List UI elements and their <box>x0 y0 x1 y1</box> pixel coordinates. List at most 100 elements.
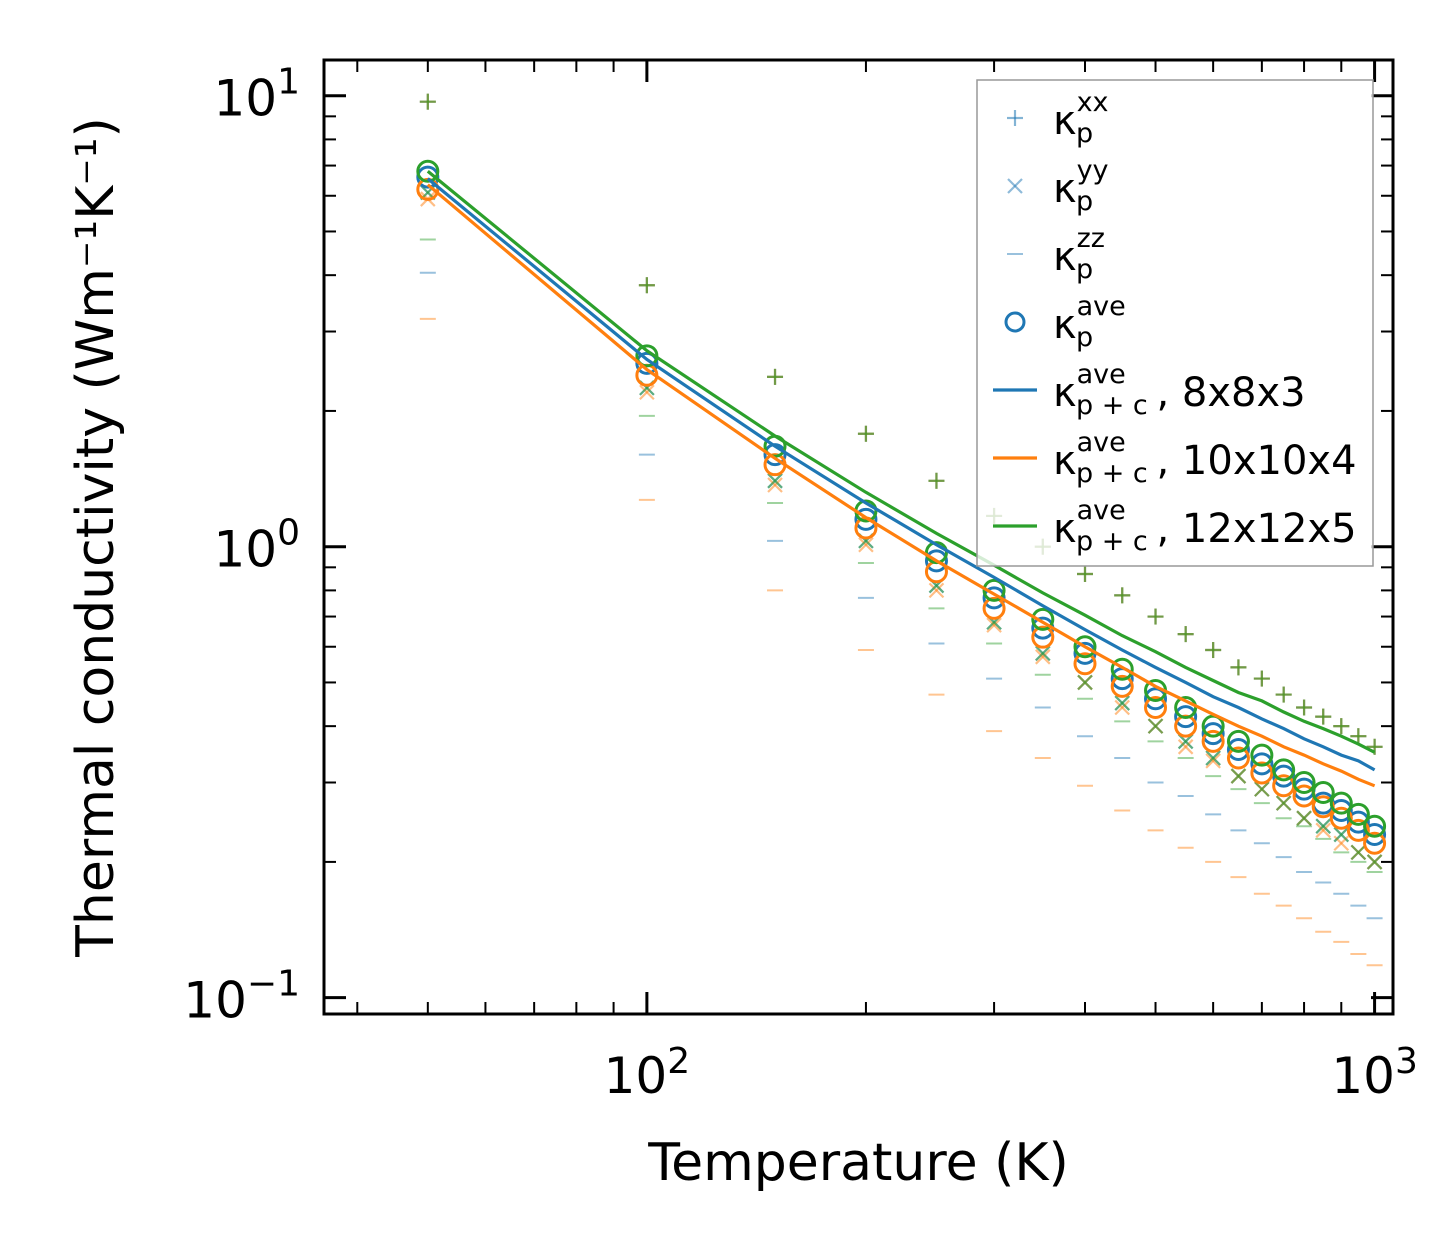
kave-point <box>1073 635 1097 659</box>
legend-circle-marker <box>1004 311 1026 333</box>
y-tick-label: 100 <box>213 513 300 579</box>
kave-point <box>1363 814 1387 838</box>
kpc-line-12x12x5 <box>426 169 1376 754</box>
kyy-point <box>1205 750 1221 766</box>
kave-point <box>1272 758 1296 782</box>
y-tick-label: 101 <box>213 62 300 128</box>
kave-point <box>1292 770 1316 794</box>
kave-point <box>635 351 659 375</box>
kpc-line-10x10x4 <box>426 183 1376 788</box>
x-axis-label: Temperature (K) <box>647 1133 1069 1193</box>
kave-point <box>1363 823 1387 847</box>
series-8x8x3-ave <box>416 165 1387 847</box>
kyy-point <box>858 536 874 553</box>
legend-label: κyy p <box>1053 155 1109 217</box>
kave-point <box>1346 802 1370 826</box>
kpc-line-8x8x3 <box>426 177 1376 772</box>
legend-label: κave p + c, 8x8x3 <box>1053 359 1306 421</box>
kave-point <box>1201 729 1225 753</box>
kave-point <box>1250 752 1274 776</box>
kyy-point <box>1205 753 1221 769</box>
kyy-point <box>1114 695 1131 711</box>
kave-point <box>1110 657 1134 681</box>
kyy-point <box>1035 649 1051 665</box>
kave-point <box>1201 722 1225 746</box>
legend-entry: κxx p <box>1007 87 1109 149</box>
kyy-point <box>1177 733 1194 750</box>
kave-point <box>1346 810 1370 834</box>
kave-point <box>1346 818 1370 842</box>
kyy-point <box>928 582 945 599</box>
kave-point <box>1144 695 1168 719</box>
kave-point <box>1250 761 1274 785</box>
legend-label: κave p <box>1053 291 1126 353</box>
legend-box <box>976 79 1374 567</box>
kave-point <box>1226 729 1250 753</box>
kyy-point <box>986 617 1002 633</box>
legend-entry: κyy p <box>1007 155 1109 217</box>
kave-point <box>1073 652 1097 676</box>
kave-point <box>416 165 440 189</box>
series-12x12x5 <box>419 93 1383 873</box>
legend-x-marker <box>1007 178 1023 194</box>
plot-area <box>416 93 1387 967</box>
kave-point <box>1329 806 1353 830</box>
tick-labels: 102 103 10−1 100 101 <box>183 62 1418 1105</box>
kave-point <box>1174 705 1198 729</box>
kave-point <box>416 159 440 183</box>
kyy-point <box>1147 718 1164 734</box>
kyy-point <box>639 384 655 401</box>
kave-point <box>1031 607 1055 631</box>
legend-label: κave p + c, 12x12x5 <box>1053 495 1357 557</box>
kave-point <box>982 578 1006 602</box>
kyy-point <box>1114 699 1131 716</box>
kave-point <box>1226 746 1250 770</box>
kyy-point <box>767 473 783 489</box>
kave-point <box>1226 738 1250 762</box>
series-12x12x5-ave <box>416 159 1387 838</box>
axes-frame <box>322 58 1395 1016</box>
legend-entry: κzz p <box>1007 223 1105 285</box>
kyy-point <box>1077 674 1093 691</box>
legend-entry: κave p + c, 12x12x5 <box>993 495 1357 557</box>
legend-label: κxx p <box>1053 87 1109 149</box>
kyy-point <box>1035 645 1051 662</box>
kyy-point <box>1333 826 1350 843</box>
x-tick-label: 102 <box>604 1041 691 1105</box>
kave-point <box>1144 687 1168 711</box>
kave-point <box>1110 674 1134 698</box>
kyy-point <box>1315 818 1332 834</box>
kave-point <box>982 586 1006 610</box>
y-tick-label: 10−1 <box>183 964 300 1030</box>
legend-label: κzz p <box>1053 223 1105 285</box>
minor-ticks <box>324 60 1393 1014</box>
kyy-point <box>1366 854 1383 870</box>
kave-point <box>982 596 1006 620</box>
kyy-point <box>1296 810 1312 826</box>
kave-point <box>1272 764 1296 788</box>
kyy-point <box>767 477 783 493</box>
kave-point <box>1311 781 1335 805</box>
kave-point <box>1329 791 1353 815</box>
legend-label: κave p + c, 10x10x4 <box>1053 427 1357 489</box>
major-ticks <box>324 60 1393 1014</box>
y-axis-label: Thermal conductivity (Wm⁻¹K⁻¹) <box>66 117 126 958</box>
kyy-point <box>1350 844 1367 861</box>
kyy-point <box>1315 822 1332 839</box>
legend-entry: κave p + c, 8x8x3 <box>993 359 1306 421</box>
legend-entry: κave p <box>1004 291 1126 353</box>
kave-point <box>1250 743 1274 767</box>
legend-entry: κave p + c, 10x10x4 <box>993 427 1357 489</box>
kyy-point <box>1177 739 1194 755</box>
kave-point <box>1031 625 1055 649</box>
x-tick-label: 103 <box>1331 1041 1418 1105</box>
kyy-point <box>1254 781 1270 797</box>
kyy-point <box>1230 768 1247 784</box>
kave-point <box>1201 714 1225 738</box>
kave-point <box>1363 831 1387 855</box>
kyy-point <box>1275 795 1292 811</box>
kave-point <box>854 507 878 531</box>
kave-point <box>924 549 948 573</box>
